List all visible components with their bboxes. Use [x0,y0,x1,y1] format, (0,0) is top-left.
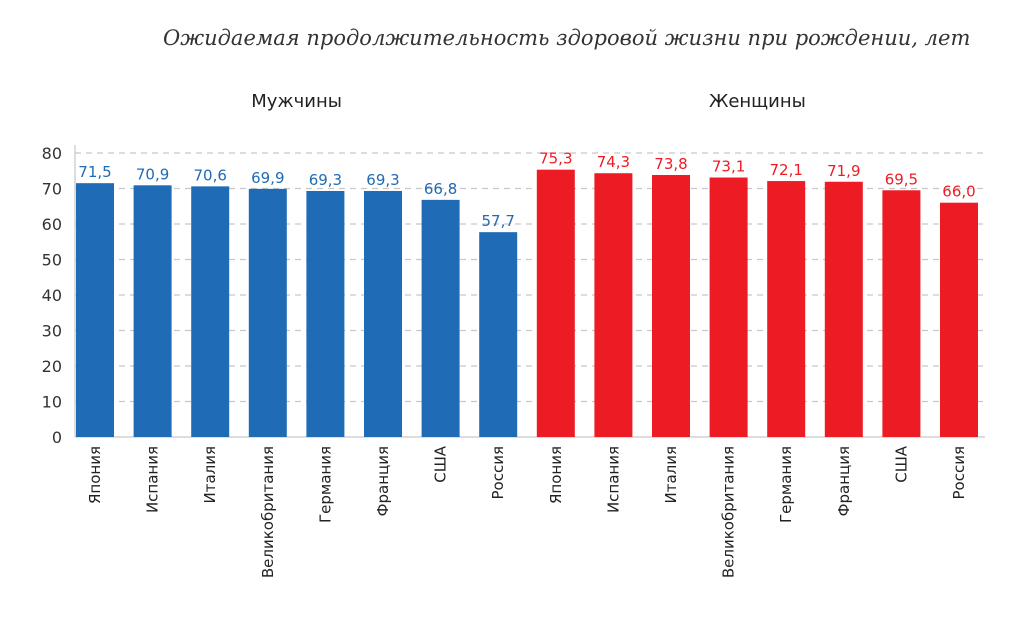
data-label: 74,3 [597,153,630,171]
y-tick-label: 0 [52,428,62,447]
x-tick-label: Германия [316,446,334,523]
bar [882,190,921,437]
y-tick-label: 50 [42,251,62,270]
x-tick-label: Великобритания [720,446,738,578]
bar [824,181,863,437]
y-tick-label: 30 [42,322,62,341]
bar [940,202,978,437]
data-label: 57,7 [481,212,514,230]
data-label: 69,3 [366,171,399,189]
data-label: 70,6 [193,166,226,184]
data-label: 75,3 [539,150,572,168]
bar [709,177,748,437]
data-label: 70,9 [136,165,169,183]
x-tick-label: США [892,445,910,483]
bar [536,169,575,437]
data-label: 73,1 [712,157,745,175]
bar [767,181,806,437]
bar [191,186,230,437]
group-label: Мужчины [251,91,342,112]
y-tick-label: 80 [42,144,62,163]
x-tick-label: Франция [374,446,392,516]
data-label: 69,3 [309,171,342,189]
data-label: 72,1 [769,161,802,179]
data-label: 71,9 [827,162,860,180]
data-label: 66,0 [942,183,975,201]
x-tick-label: Великобритания [259,446,277,578]
data-label: 69,9 [251,169,284,187]
bar [421,199,460,437]
y-tick-label: 70 [42,180,62,199]
bar [248,188,287,437]
x-tick-label: Франция [835,446,853,516]
x-tick-label: Япония [547,446,565,504]
x-tick-label: Россия [489,446,507,500]
bar [594,173,633,438]
x-tick-label: Германия [777,446,795,523]
bar [76,183,114,437]
data-label: 71,5 [78,163,111,181]
data-label: 66,8 [424,180,457,198]
y-tick-label: 40 [42,286,62,305]
bar [652,175,690,437]
x-tick-label: Италия [201,446,219,504]
y-tick-label: 60 [42,215,62,234]
x-tick-label: Испания [144,446,162,513]
x-tick-label: Испания [604,446,622,513]
group-label: Женщины [709,91,806,112]
data-label: 73,8 [654,155,687,173]
x-tick-label: Япония [86,446,104,504]
x-tick-label: США [432,445,450,483]
bar [306,190,345,437]
x-tick-label: Италия [662,446,680,504]
chart-title: Ожидаемая продолжительность здоровой жиз… [163,26,970,50]
y-tick-label: 20 [42,357,62,376]
bar [479,232,518,437]
bar [364,190,402,437]
data-label: 69,5 [885,170,918,188]
x-tick-label: Россия [950,446,968,500]
y-tick-label: 10 [42,393,62,412]
bar [133,185,172,437]
